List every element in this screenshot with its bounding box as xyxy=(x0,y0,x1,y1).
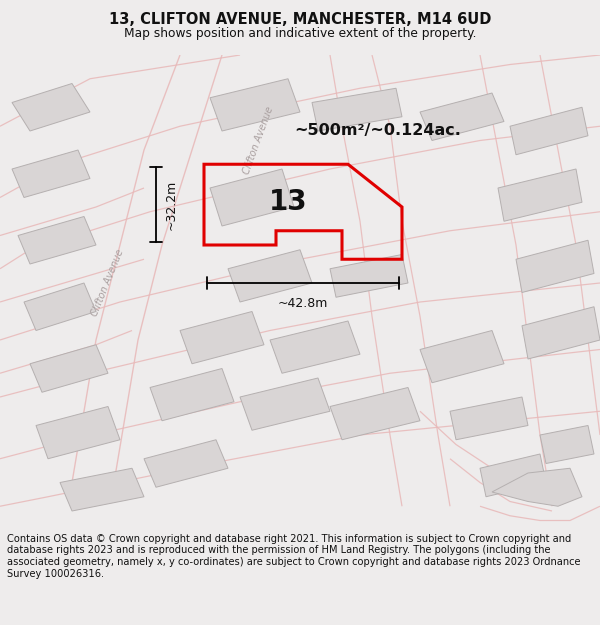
Text: ~42.8m: ~42.8m xyxy=(278,298,328,310)
Polygon shape xyxy=(420,331,504,382)
Polygon shape xyxy=(330,388,420,440)
Polygon shape xyxy=(480,454,546,497)
Polygon shape xyxy=(24,283,96,331)
Polygon shape xyxy=(240,378,330,430)
Polygon shape xyxy=(492,468,582,506)
Polygon shape xyxy=(498,169,582,221)
Polygon shape xyxy=(18,216,96,264)
Polygon shape xyxy=(12,150,90,198)
Polygon shape xyxy=(60,468,144,511)
Text: 13, CLIFTON AVENUE, MANCHESTER, M14 6UD: 13, CLIFTON AVENUE, MANCHESTER, M14 6UD xyxy=(109,12,491,27)
Polygon shape xyxy=(420,93,504,141)
Polygon shape xyxy=(450,397,528,440)
Polygon shape xyxy=(330,254,408,298)
Text: ~500m²/~0.124ac.: ~500m²/~0.124ac. xyxy=(295,124,461,139)
Polygon shape xyxy=(312,88,402,131)
Polygon shape xyxy=(516,240,594,292)
Polygon shape xyxy=(12,84,90,131)
Polygon shape xyxy=(510,107,588,155)
Polygon shape xyxy=(210,79,300,131)
Polygon shape xyxy=(210,169,294,226)
Text: 13: 13 xyxy=(269,188,307,216)
Polygon shape xyxy=(180,311,264,364)
Polygon shape xyxy=(144,440,228,488)
Polygon shape xyxy=(540,426,594,464)
Polygon shape xyxy=(150,369,234,421)
Polygon shape xyxy=(36,406,120,459)
Text: Map shows position and indicative extent of the property.: Map shows position and indicative extent… xyxy=(124,27,476,39)
Polygon shape xyxy=(228,250,312,302)
Text: Clifton Avenue: Clifton Avenue xyxy=(90,248,126,318)
Polygon shape xyxy=(270,321,360,373)
Text: Clifton Avenue: Clifton Avenue xyxy=(241,105,275,176)
Polygon shape xyxy=(30,345,108,392)
Text: ~32.2m: ~32.2m xyxy=(165,179,178,230)
Text: Contains OS data © Crown copyright and database right 2021. This information is : Contains OS data © Crown copyright and d… xyxy=(7,534,581,579)
Polygon shape xyxy=(522,307,600,359)
